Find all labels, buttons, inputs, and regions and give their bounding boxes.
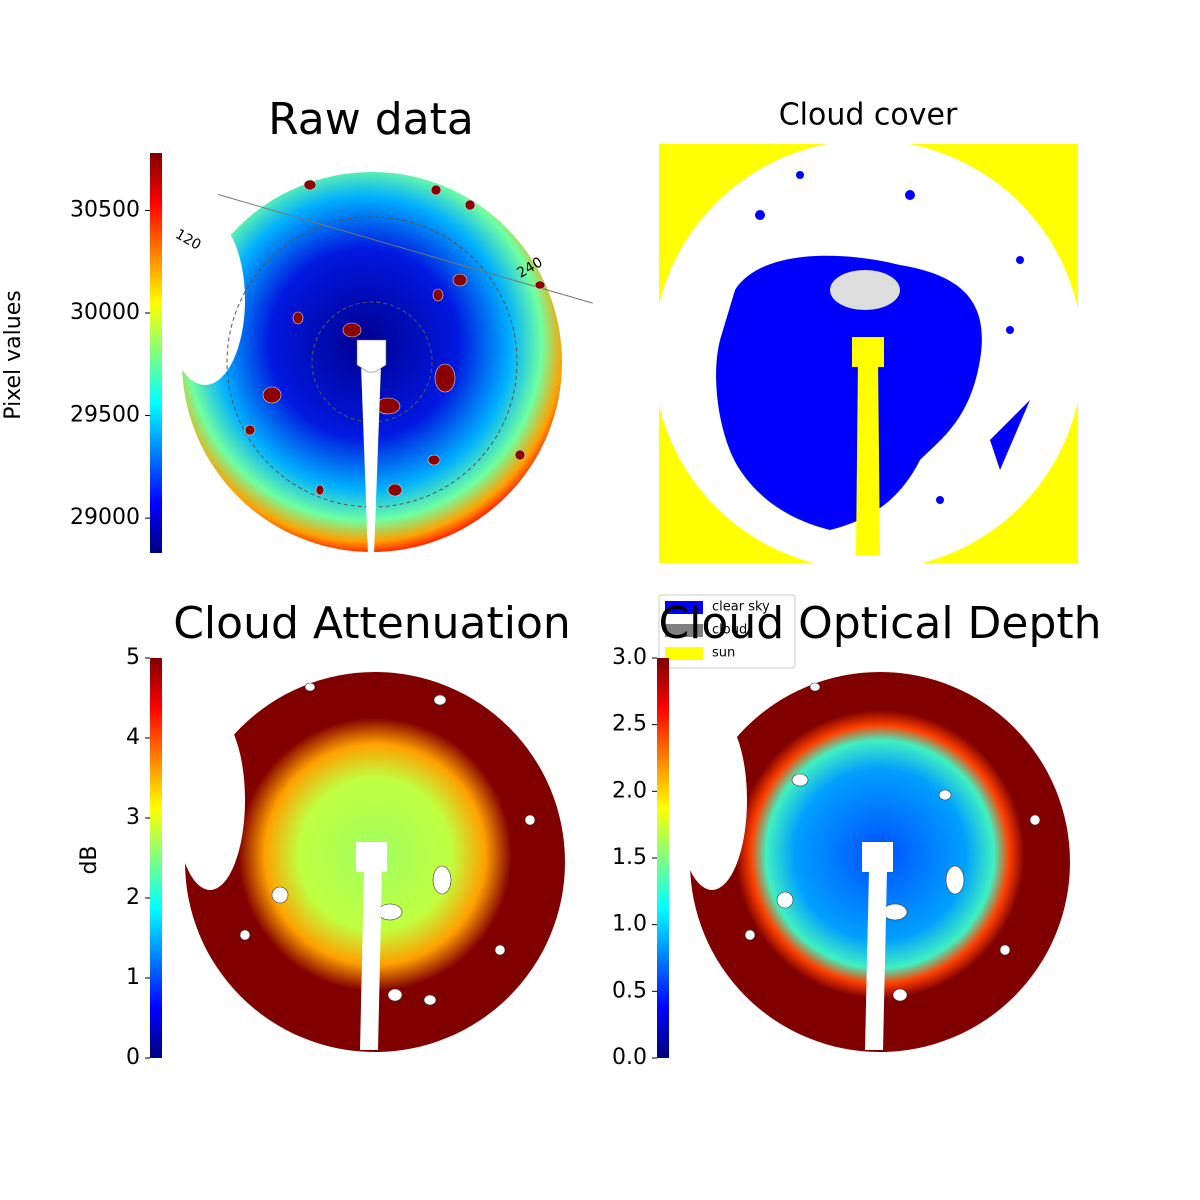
colorbar [657,658,669,1058]
colorbar-tick-label: 2.0 [612,778,647,803]
colorbar-tick-label: 30000 [70,300,140,325]
attenuation-image [175,672,565,1052]
panel-title: Cloud cover [779,98,958,133]
legend-label: clear sky [712,600,770,615]
colorbar-tick-label: 1 [126,965,140,990]
colorbar-tick-label: 0.0 [612,1045,647,1070]
panel-title: Raw data [268,94,474,145]
colorbar-tick-label: 0.5 [612,978,647,1003]
colorbar [150,153,162,553]
colorbar-tick-label: 1.5 [612,845,647,870]
panel-title: Cloud Attenuation [173,598,571,649]
colorbar-tick-label: 1.0 [612,912,647,937]
colorbar-tick-label: 29000 [70,505,140,530]
colorbar-tick-label: 5 [126,645,140,670]
legend-swatch [665,647,703,660]
colorbar-tick-label: 3.0 [612,645,647,670]
colorbar-tick-label: 2 [126,885,140,910]
optical-depth-image [677,672,1070,1052]
legend-swatch [665,624,703,637]
legend-label: sun [712,646,735,661]
panel-title: Cloud Optical Depth [658,598,1101,649]
colorbar-tick-label: 3 [126,805,140,830]
colorbar-label: Pixel values [1,290,26,419]
colorbar-tick-label: 2.5 [612,712,647,737]
colorbar-tick-label: 0 [126,1045,140,1070]
cloud-cover-image [659,144,1078,563]
colorbar-tick-label: 29500 [70,403,140,428]
legend-swatch [665,601,703,614]
colorbar-label: dB [77,845,102,874]
colorbar-tick-label: 30500 [70,197,140,222]
colorbar [150,658,162,1058]
legend-label: cloud [712,623,747,638]
raw-image [165,172,593,555]
colorbar-tick-label: 4 [126,725,140,750]
